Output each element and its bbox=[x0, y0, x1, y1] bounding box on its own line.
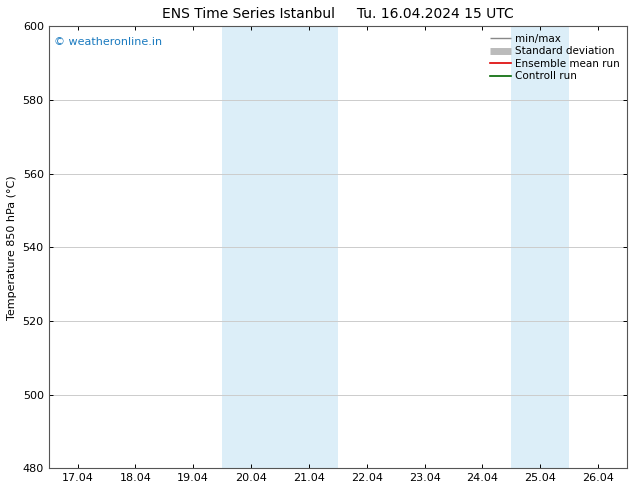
Legend: min/max, Standard deviation, Ensemble mean run, Controll run: min/max, Standard deviation, Ensemble me… bbox=[488, 31, 622, 83]
Title: ENS Time Series Istanbul     Tu. 16.04.2024 15 UTC: ENS Time Series Istanbul Tu. 16.04.2024 … bbox=[162, 7, 514, 21]
Text: © weatheronline.in: © weatheronline.in bbox=[55, 37, 162, 48]
Bar bbox=[222, 26, 338, 468]
Bar bbox=[512, 26, 569, 468]
Y-axis label: Temperature 850 hPa (°C): Temperature 850 hPa (°C) bbox=[7, 175, 17, 319]
